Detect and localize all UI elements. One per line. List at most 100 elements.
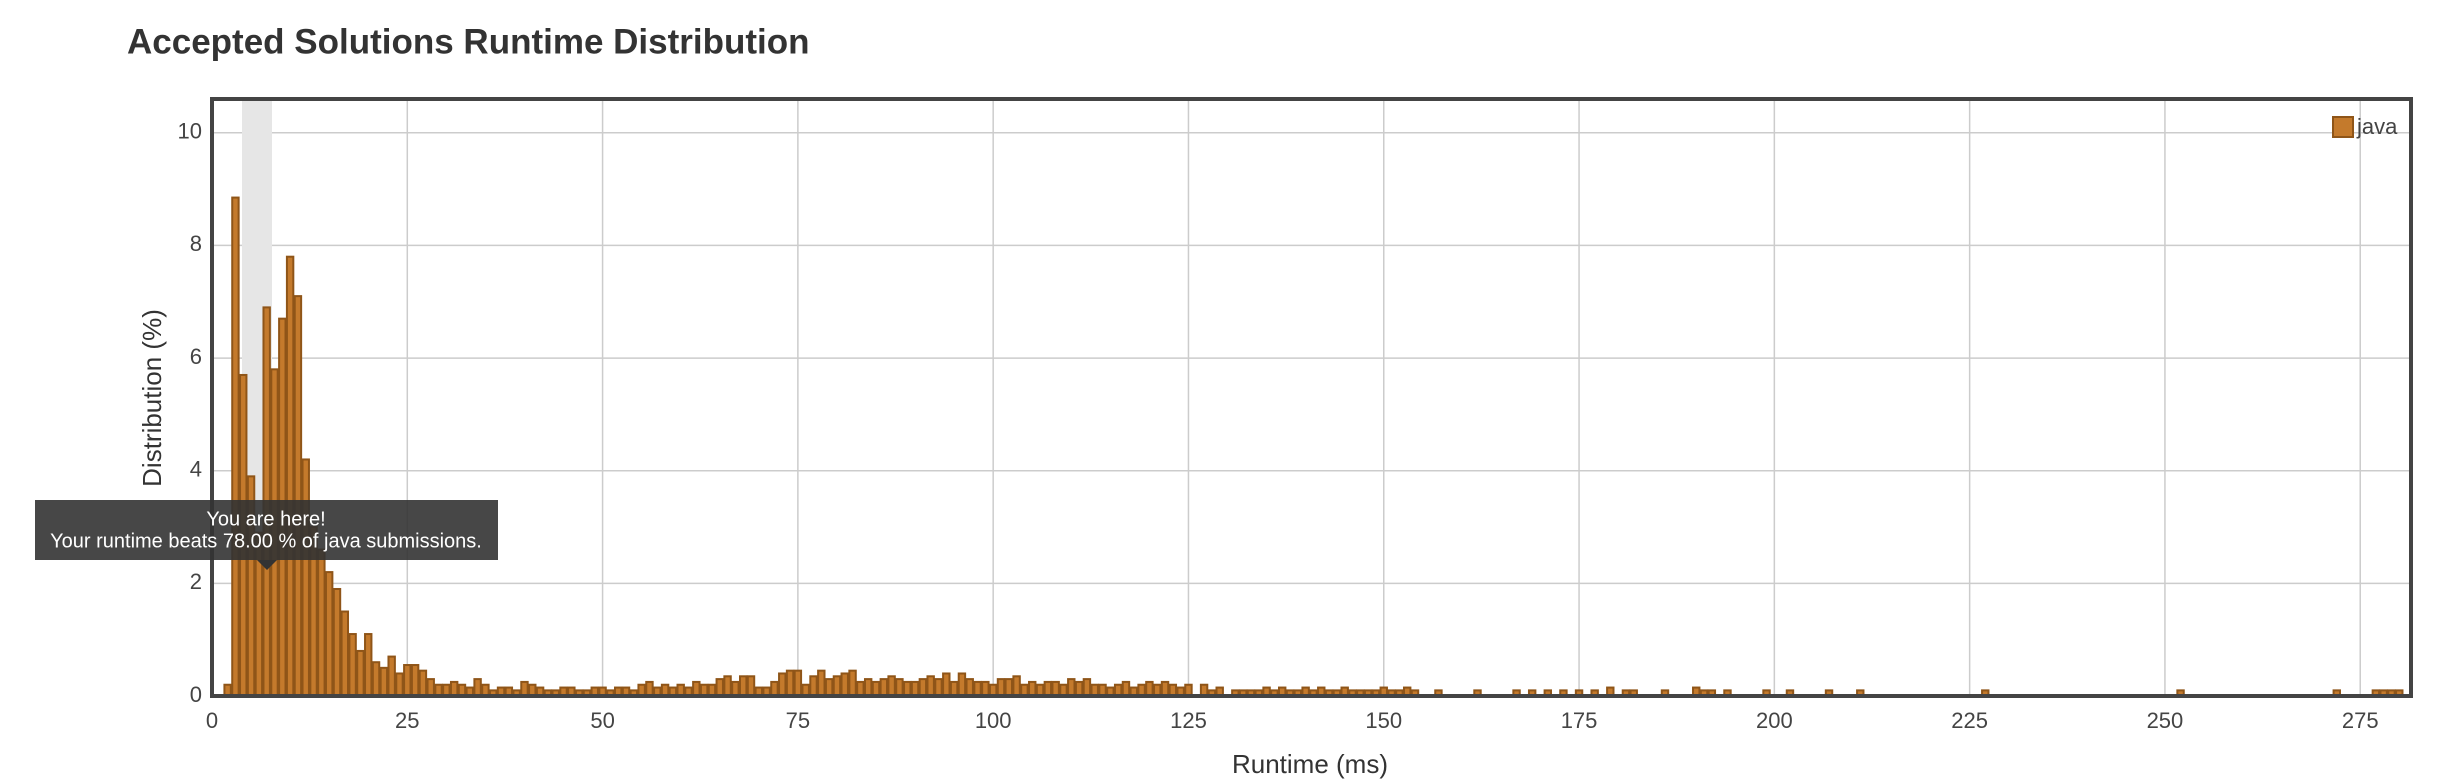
x-tick-label: 150 [1365,708,1402,733]
bar [715,678,724,697]
grid [211,99,2411,697]
bar [785,669,795,697]
bar [418,669,428,697]
bar [949,680,959,697]
bar [449,680,459,697]
bar [364,633,373,698]
bar [340,610,350,697]
chart-title: Accepted Solutions Runtime Distribution [127,22,810,61]
legend: java [2332,114,2398,139]
legend-swatch [2332,116,2354,138]
y-tick-label: 8 [190,231,202,256]
bar [832,675,842,697]
x-tick-label: 75 [786,708,810,733]
bar [840,672,849,697]
x-tick-label: 275 [2342,708,2379,733]
bar [520,680,529,697]
bar [934,678,943,697]
bar [887,675,896,697]
bar [285,255,295,697]
bar [723,675,732,697]
tooltip: You are here! Your runtime beats 78.00 %… [35,500,498,570]
y-tick-label: 10 [178,119,202,144]
legend-label: java [2356,114,2398,139]
x-tick-label: 0 [206,708,218,733]
bar [778,672,787,697]
bar [746,675,756,697]
y-tick-label: 0 [190,682,202,707]
x-tick-label: 250 [2147,708,2184,733]
x-tick-label: 125 [1170,708,1207,733]
y-axis-label: Distribution (%) [137,309,167,487]
x-tick-label: 50 [590,708,614,733]
bar [910,680,920,697]
bar [981,680,990,697]
bar [817,669,826,697]
tooltip-line: You are here! [206,508,325,530]
bar [403,664,412,697]
bar [918,678,928,697]
bar [965,678,974,697]
bar [293,295,303,697]
bar [1074,680,1084,697]
x-tick-label: 200 [1756,708,1793,733]
bar [863,678,873,697]
bar [926,675,935,697]
bar [770,680,779,697]
bar [903,680,912,697]
x-tick-label: 25 [395,708,419,733]
tooltip-line: Your runtime beats 78.00 % of java submi… [50,530,482,552]
bar [879,678,889,697]
bar [1051,680,1060,697]
bar [942,672,951,697]
bar [824,678,834,697]
bar [1012,675,1021,697]
bar [1004,678,1013,697]
bar [848,669,857,697]
bar [1145,680,1154,697]
bar [410,664,420,697]
x-tick-label: 175 [1561,708,1598,733]
bar [645,680,654,697]
bar [332,587,342,697]
bar [356,649,365,698]
tooltip-arrow [257,560,277,570]
bar [1043,680,1053,697]
y-tick-label: 6 [190,344,202,369]
x-tick-label: 100 [975,708,1012,733]
y-tick-label: 4 [190,457,202,482]
bar [387,655,396,698]
bar [371,661,381,697]
y-tick-label: 2 [190,569,202,594]
bar [324,571,334,698]
bar [793,669,803,697]
bar [473,678,482,697]
bar [871,680,881,697]
bar [395,672,404,697]
bar [973,680,982,697]
bar [1160,680,1170,697]
x-axis-label: Runtime (ms) [1232,749,1388,779]
bar [317,548,326,697]
bar [738,675,748,697]
x-tick-label: 225 [1951,708,1988,733]
bars [223,196,2404,698]
bar [895,678,904,697]
bar [348,633,357,698]
bar [1121,680,1131,697]
plot-frame [210,97,2413,698]
bar [957,672,967,697]
bar [731,680,740,697]
bar [1067,678,1076,697]
bar [996,678,1006,697]
bar [231,196,240,698]
bar [809,675,818,697]
tooltip-box [35,500,498,560]
bar [379,666,389,697]
bar [856,680,865,697]
bar [692,680,701,697]
bar [1082,678,1092,697]
bar [426,678,435,697]
bar [1028,680,1037,697]
